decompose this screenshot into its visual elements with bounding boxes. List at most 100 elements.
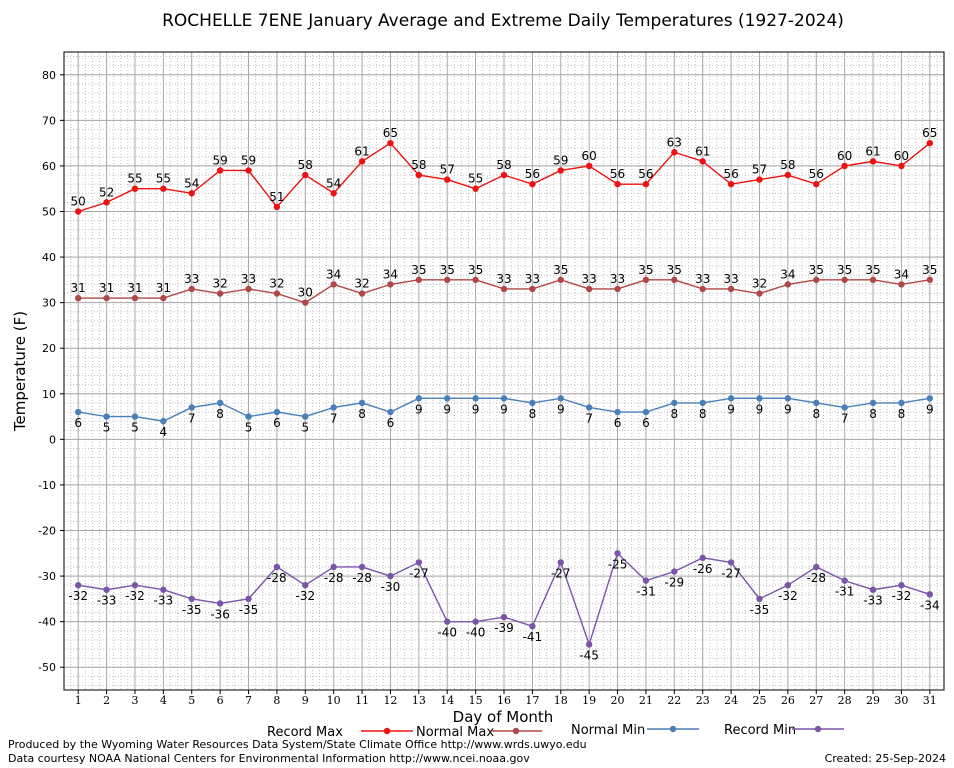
normal-min-point — [585, 404, 593, 411]
x-tick-label: 1 — [75, 694, 82, 707]
normal-min-data-label: 7 — [188, 411, 196, 425]
normal-max-point — [614, 285, 621, 293]
record-min-data-label: -34 — [920, 598, 940, 612]
normal-min-point — [216, 399, 224, 407]
normal-min-data-label: 8 — [671, 407, 679, 421]
normal-min-data-label: 5 — [131, 421, 139, 435]
record-min-point — [557, 559, 564, 566]
record-min-data-label: -28 — [324, 571, 344, 585]
x-tick-label: 19 — [582, 694, 596, 707]
normal-max-data-label: 35 — [440, 263, 455, 277]
record-min-data-label: -33 — [863, 594, 883, 608]
record-min-point — [813, 563, 820, 571]
record-min-data-label: -31 — [636, 585, 656, 599]
normal-max-data-label: 34 — [383, 267, 398, 281]
normal-min-point — [841, 404, 848, 411]
normal-max-point — [415, 276, 423, 284]
normal-max-data-label: 35 — [411, 263, 426, 277]
normal-min-point — [387, 408, 394, 416]
record-min-data-label: -27 — [551, 566, 571, 580]
normal-min-point — [302, 413, 309, 420]
record-min-point — [302, 581, 309, 589]
normal-min-data-label: 8 — [812, 407, 820, 421]
record-min-data-label: -36 — [210, 607, 230, 621]
y-tick-label: -20 — [38, 525, 56, 538]
x-tick-label: 5 — [188, 694, 195, 707]
normal-max-data-label: 34 — [780, 267, 795, 281]
x-tick-label: 14 — [440, 694, 454, 707]
record-max-point — [557, 167, 564, 174]
record-max-point — [387, 139, 394, 147]
normal-max-data-label: 34 — [894, 267, 909, 281]
x-tick-label: 25 — [752, 694, 766, 707]
record-min-point — [727, 559, 735, 566]
record-max-point — [74, 208, 82, 215]
normal-max-point — [926, 276, 934, 284]
normal-max-point — [302, 299, 309, 306]
record-min-point — [273, 563, 281, 571]
x-tick-label: 23 — [696, 694, 710, 707]
legend-item-normal-max: Normal Max — [416, 725, 542, 740]
normal-min-data-label: 9 — [727, 402, 735, 416]
normal-min-data-label: 8 — [358, 407, 366, 421]
x-tick-label: 9 — [302, 694, 309, 707]
record-min-data-label: -31 — [835, 585, 855, 599]
normal-max-data-label: 35 — [553, 263, 568, 277]
normal-max-point — [131, 294, 139, 302]
normal-min-point — [415, 395, 423, 402]
normal-max-data-label: 33 — [610, 272, 625, 286]
record-max-point — [302, 171, 309, 179]
record-min-point — [160, 586, 167, 593]
record-max-data-label: 60 — [837, 149, 852, 163]
record-max-data-label: 61 — [354, 144, 369, 158]
record-min-point — [74, 581, 82, 589]
legend-label: Record Max — [267, 725, 343, 740]
y-tick-label: 70 — [42, 114, 56, 127]
record-min-point — [926, 591, 934, 598]
record-min-point — [756, 595, 763, 603]
footer-data-courtesy: Data courtesy NOAA National Centers for … — [8, 752, 530, 765]
record-max-data-label: 58 — [780, 158, 795, 172]
y-tick-label: -50 — [38, 661, 56, 674]
record-max-data-label: 54 — [184, 176, 199, 190]
normal-max-data-label: 32 — [752, 277, 767, 291]
record-min-point — [699, 554, 706, 562]
normal-max-point — [756, 290, 763, 297]
record-min-data-label: -27 — [409, 566, 429, 580]
record-max-data-label: 61 — [865, 144, 880, 158]
normal-max-point — [557, 276, 564, 284]
normal-max-point — [585, 285, 593, 293]
record-min-data-label: -35 — [182, 603, 202, 617]
normal-max-data-label: 31 — [71, 281, 86, 295]
normal-min-data-label: 8 — [216, 407, 224, 421]
normal-max-data-label: 33 — [241, 272, 256, 286]
record-max-point — [216, 167, 224, 174]
record-min-point — [841, 577, 848, 584]
record-max-data-label: 60 — [582, 149, 597, 163]
record-min-data-label: -28 — [806, 571, 826, 585]
record-min-point — [869, 586, 877, 593]
normal-min-data-label: 9 — [756, 402, 764, 416]
normal-max-point — [103, 294, 110, 302]
record-min-data-label: -41 — [523, 630, 543, 644]
normal-min-data-label: 6 — [614, 416, 622, 430]
record-max-data-label: 55 — [156, 172, 171, 186]
record-max-data-label: 61 — [695, 144, 710, 158]
record-max-point — [358, 158, 366, 165]
normal-min-point — [898, 399, 905, 407]
legend-label: Normal Min — [571, 723, 645, 738]
x-tick-label: 24 — [724, 694, 738, 707]
legend-swatch-marker — [512, 727, 520, 735]
normal-max-data-label: 33 — [723, 272, 738, 286]
x-tick-label: 13 — [412, 694, 426, 707]
normal-max-data-label: 35 — [638, 263, 653, 277]
normal-min-point — [813, 399, 820, 407]
record-min-data-label: -27 — [721, 566, 741, 580]
record-max-data-label: 59 — [212, 153, 227, 167]
footer-produced-by: Produced by the Wyoming Water Resources … — [8, 738, 587, 751]
record-max-point — [330, 190, 337, 197]
normal-min-data-label: 9 — [784, 402, 792, 416]
x-tick-label: 17 — [525, 694, 539, 707]
normal-min-point — [500, 395, 508, 402]
